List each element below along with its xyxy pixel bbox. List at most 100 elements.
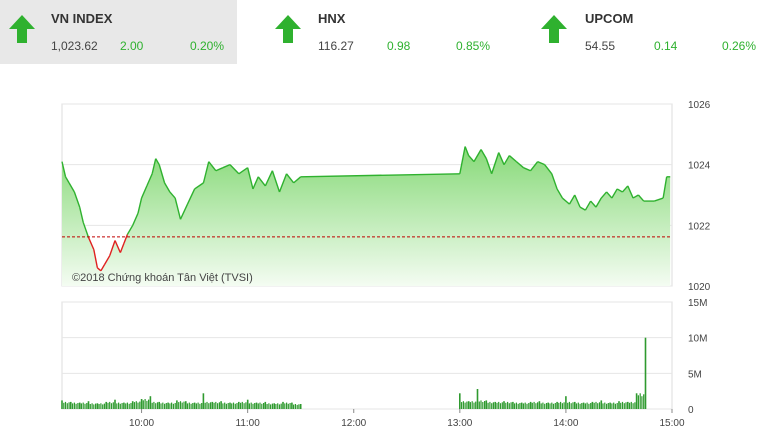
volume-bar	[167, 402, 169, 409]
volume-bar	[484, 401, 486, 409]
volume-bar	[560, 401, 562, 409]
volume-bar	[520, 402, 523, 409]
price-segment	[186, 188, 196, 205]
price-segment	[264, 170, 274, 187]
volume-bar	[572, 402, 574, 409]
volume-bar	[264, 401, 267, 409]
volume-bar	[577, 402, 579, 409]
volume-bar	[162, 402, 164, 409]
volume-bar	[119, 403, 121, 409]
volume-bar	[254, 403, 256, 409]
price-segment	[68, 182, 75, 193]
index-percent: 0.20%	[189, 39, 224, 53]
volume-bar	[238, 401, 240, 409]
volume-bar	[595, 401, 597, 409]
index-tile-upcom[interactable]: UPCOM 54.55 0.14 0.26%	[532, 0, 769, 64]
price-segment	[561, 197, 570, 205]
index-percent: 0.85%	[455, 39, 490, 53]
volume-tick-label: 0	[688, 405, 694, 416]
volume-bar	[232, 402, 235, 409]
volume-bar	[151, 402, 153, 409]
volume-bar	[179, 401, 182, 409]
volume-bar	[72, 403, 74, 409]
volume-bar	[637, 395, 639, 409]
volume-bar	[475, 401, 477, 409]
volume-bar	[114, 399, 116, 409]
index-tile-vnindex[interactable]: VN INDEX 1,023.62 2.00 0.20%	[0, 0, 237, 64]
price-segment	[480, 149, 487, 159]
volume-bar	[590, 403, 592, 409]
volume-bar	[616, 403, 618, 409]
volume-bar	[63, 402, 65, 409]
volume-bar	[78, 402, 81, 409]
volume-bar	[526, 403, 528, 409]
volume-bar	[131, 401, 134, 409]
volume-bar	[195, 403, 197, 409]
price-segment	[490, 152, 500, 174]
volume-bar	[278, 404, 281, 409]
price-segment	[468, 155, 475, 163]
volume-bar	[582, 402, 585, 409]
volume-bar	[473, 402, 475, 409]
volume-bar	[485, 400, 488, 409]
volume-bar	[215, 401, 217, 409]
index-tile-hnx[interactable]: HNX 116.27 0.98 0.85%	[266, 0, 502, 64]
volume-bar	[243, 403, 245, 409]
volume-bar	[128, 403, 130, 409]
volume-bar	[515, 402, 517, 409]
volume-bar	[528, 403, 530, 409]
volume-bar	[100, 403, 102, 409]
volume-bar	[164, 403, 166, 409]
volume-bar	[110, 403, 113, 409]
volume-bar	[581, 403, 583, 409]
volume-bar	[613, 402, 615, 409]
arrow-up-icon	[541, 15, 567, 43]
price-segment	[93, 249, 99, 268]
volume-bar	[554, 403, 556, 409]
volume-bar	[510, 402, 512, 409]
price-segment	[109, 240, 116, 256]
volume-bar	[552, 403, 555, 409]
volume-bar	[607, 403, 609, 409]
price-segment	[229, 164, 240, 175]
volume-bar	[105, 401, 107, 409]
volume-bar	[287, 403, 289, 409]
volume-bar	[73, 402, 75, 409]
volume-bar	[75, 403, 77, 409]
volume-bar	[181, 402, 183, 409]
volume-bar	[174, 403, 176, 409]
volume-bar	[149, 396, 152, 409]
volume-bar	[609, 402, 611, 409]
volume-bar	[137, 402, 139, 409]
volume-bar	[229, 402, 231, 409]
price-segment	[485, 158, 493, 174]
volume-tick-label: 10M	[688, 334, 707, 345]
price-segment	[140, 185, 148, 199]
price-segment	[584, 200, 592, 211]
volume-bar	[643, 394, 645, 409]
price-segment	[621, 185, 629, 193]
volume-bar	[123, 402, 125, 409]
volume-bar	[602, 403, 604, 409]
volume-bar	[591, 401, 594, 409]
time-tick-label: 11:00	[236, 418, 261, 429]
price-segment	[64, 176, 70, 184]
volume-bar	[561, 403, 563, 409]
volume-bar	[86, 403, 88, 409]
volume-bar	[211, 401, 214, 409]
price-segment	[590, 200, 597, 208]
volume-bar	[632, 403, 634, 409]
volume-bar	[286, 402, 288, 409]
volume-bar	[540, 403, 542, 409]
volume-bar	[462, 401, 464, 409]
price-segment	[654, 197, 664, 202]
price-segment	[252, 176, 259, 190]
volume-bar	[489, 401, 491, 409]
volume-bar	[178, 402, 180, 409]
volume-bar	[598, 402, 601, 409]
volume-bar	[611, 403, 613, 409]
time-tick-label: 12:00	[341, 418, 366, 429]
price-segment	[163, 182, 171, 193]
volume-bar	[139, 401, 141, 409]
volume-bar	[220, 401, 222, 409]
